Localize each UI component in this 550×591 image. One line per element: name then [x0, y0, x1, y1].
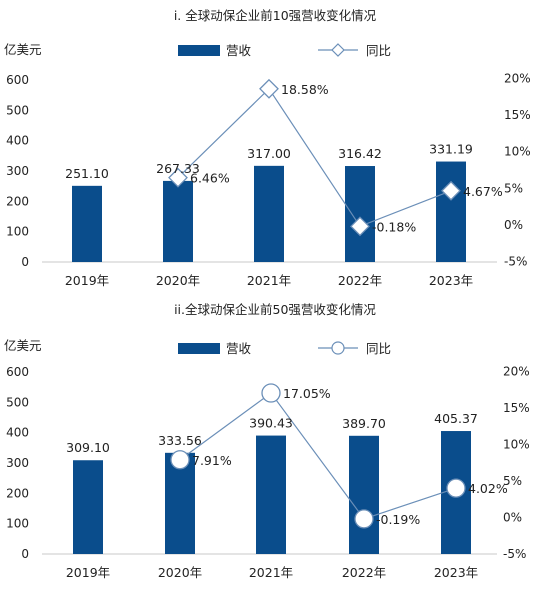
left-tick-label: 400	[6, 426, 29, 440]
x-tick-label: 2019年	[66, 565, 110, 580]
bar	[163, 180, 193, 262]
x-tick-label: 2019年	[65, 273, 109, 288]
yoy-marker	[261, 383, 281, 403]
right-tick-label: 15%	[504, 108, 531, 122]
x-tick-label: 2021年	[247, 273, 291, 288]
bar-data-label: 333.56	[158, 433, 202, 448]
legend-bar-label: 营收	[226, 43, 252, 58]
legend-bar-swatch	[178, 343, 220, 354]
line-data-label: -0.18%	[372, 219, 416, 234]
left-tick-label: 300	[6, 456, 29, 470]
legend: 营收 同比	[178, 341, 391, 356]
bar-data-label: 317.00	[247, 146, 291, 161]
bar-data-label: 251.10	[65, 166, 109, 181]
bar	[165, 452, 195, 554]
right-tick-label: 10%	[504, 145, 531, 159]
x-tick-label: 2022年	[342, 565, 386, 580]
bar-data-label: 316.42	[338, 146, 382, 161]
bar-data-label: 309.10	[66, 440, 110, 455]
bar	[72, 185, 102, 262]
bar-data-label: 331.19	[429, 142, 473, 157]
right-tick-label: 5%	[503, 474, 522, 488]
left-tick-label: 100	[6, 517, 29, 531]
x-tick-label: 2023年	[429, 273, 473, 288]
left-tick-label: 200	[6, 194, 29, 208]
x-tick-label: 2023年	[434, 565, 478, 580]
chart-title: i. 全球动保企业前10强营收变化情况	[174, 8, 377, 23]
left-tick-label: 0	[21, 547, 29, 561]
left-tick-label: 300	[6, 164, 29, 178]
legend-diamond-marker	[331, 43, 345, 57]
bar	[345, 166, 375, 262]
line-data-label: 17.05%	[283, 386, 331, 401]
line-data-label: -0.19%	[376, 512, 420, 527]
yoy-line	[177, 87, 452, 228]
yoy-marker	[446, 478, 466, 498]
yoy-marker	[350, 216, 370, 237]
line-data-label: 4.02%	[468, 481, 508, 496]
line-data-label: 4.67%	[463, 184, 503, 199]
bar-data-label: 390.43	[249, 416, 293, 431]
legend-bar-label: 营收	[226, 341, 252, 356]
left-tick-label: 600	[6, 365, 29, 379]
y-axis-unit-label: 亿美元	[4, 338, 42, 353]
x-tick-label: 2020年	[156, 273, 200, 288]
right-tick-label: 15%	[503, 401, 530, 415]
yoy-marker	[259, 78, 279, 99]
line-data-label: 18.58%	[281, 82, 329, 97]
chart-title: ii.全球动保企业前50强营收变化情况	[174, 302, 376, 317]
right-tick-label: 0%	[503, 511, 522, 525]
left-tick-label: 0	[21, 255, 29, 269]
yoy-marker	[168, 167, 188, 188]
line-data-label: 6.46%	[190, 171, 230, 186]
right-tick-label: 0%	[504, 218, 523, 232]
right-tick-label: -5%	[503, 547, 526, 561]
bar	[73, 460, 103, 554]
yoy-line	[179, 392, 457, 520]
bar	[349, 435, 379, 554]
legend-bar-swatch	[178, 45, 220, 56]
bar-data-label: 389.70	[342, 416, 386, 431]
yoy-marker	[170, 450, 190, 470]
x-tick-label: 2021年	[249, 565, 293, 580]
left-tick-label: 100	[6, 225, 29, 239]
y-axis-unit-label: 亿美元	[4, 42, 42, 57]
left-tick-label: 500	[6, 103, 29, 117]
line-data-label: 7.91%	[192, 453, 232, 468]
right-tick-label: -5%	[504, 255, 527, 269]
left-tick-label: 200	[6, 486, 29, 500]
bar	[254, 165, 284, 262]
right-tick-label: 20%	[503, 365, 530, 379]
yoy-marker	[354, 509, 374, 529]
right-tick-label: 20%	[504, 71, 531, 85]
legend-line-label: 同比	[366, 43, 391, 58]
left-tick-label: 600	[6, 73, 29, 87]
right-tick-label: 10%	[503, 438, 530, 452]
bar-data-label: 405.37	[434, 411, 478, 426]
legend-circle-marker	[331, 341, 345, 355]
yoy-marker	[441, 180, 461, 201]
legend: 营收 同比	[178, 43, 391, 58]
right-tick-label: 5%	[504, 181, 523, 195]
left-tick-label: 500	[6, 395, 29, 409]
legend-line-label: 同比	[366, 341, 391, 356]
x-tick-label: 2022年	[338, 273, 382, 288]
bar	[436, 161, 466, 262]
bar-data-label: 267.33	[156, 161, 200, 176]
left-tick-label: 400	[6, 134, 29, 148]
bar	[256, 435, 286, 554]
x-tick-label: 2020年	[158, 565, 202, 580]
